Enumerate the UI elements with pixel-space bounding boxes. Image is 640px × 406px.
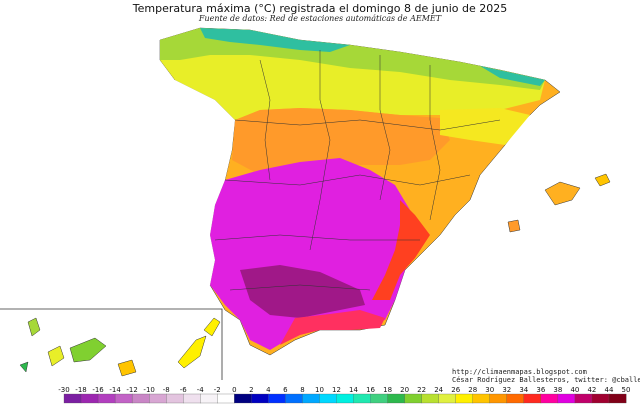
legend-swatch — [149, 393, 167, 404]
region-south-hot — [240, 265, 365, 318]
legend-tick-label: -16 — [92, 386, 104, 394]
legend-swatch — [574, 393, 593, 404]
legend-swatch — [404, 393, 423, 404]
legend-swatch — [472, 393, 491, 404]
legend-tick-label: -6 — [180, 386, 188, 394]
legend-swatch — [319, 393, 337, 404]
legend-tick-label: -10 — [143, 386, 154, 394]
legend-swatch — [608, 393, 627, 404]
legend-swatch — [97, 393, 116, 404]
map-source: Fuente de datos: Red de estaciones autom… — [198, 14, 442, 23]
legend-tick-label: 26 — [451, 386, 460, 394]
legend-tick-label: 2 — [249, 386, 253, 394]
region-south-coast — [280, 310, 385, 345]
legend-tick-label: 6 — [283, 386, 288, 394]
legend-tick-label: -8 — [163, 386, 170, 394]
legend-swatch — [183, 393, 201, 404]
legend-tick-label: 14 — [349, 386, 358, 394]
legend-tick-label: 16 — [366, 386, 375, 394]
legend-tick-label: 18 — [383, 386, 392, 394]
region-central-orange — [232, 108, 450, 175]
legend-tick-label: 34 — [519, 386, 528, 394]
legend-swatch — [114, 393, 133, 404]
legend-tick-label: 36 — [536, 386, 545, 394]
canary-islands — [19, 317, 221, 377]
legend-swatch — [166, 393, 184, 404]
legend-tick-label: 40 — [570, 386, 579, 394]
legend-tick-label: 28 — [468, 386, 477, 394]
legend-swatch — [387, 393, 406, 404]
legend-swatch — [591, 393, 610, 404]
legend-swatch — [370, 393, 389, 404]
legend-tick-label: -18 — [75, 386, 86, 394]
legend-tick-label: 0 — [232, 386, 236, 394]
legend-swatch — [353, 393, 371, 404]
legend-swatch — [438, 393, 457, 404]
legend-tick-label: 38 — [553, 386, 562, 394]
legend-swatch — [217, 393, 235, 404]
legend-tick-label: -4 — [197, 386, 205, 394]
legend-swatch — [523, 393, 542, 404]
legend-swatch — [421, 393, 440, 404]
legend-swatch — [540, 393, 559, 404]
legend-swatch — [336, 393, 354, 404]
region-southeast-red — [372, 200, 430, 300]
portugal-area — [175, 80, 235, 285]
legend-tick-label: 20 — [400, 386, 409, 394]
legend-tick-label: 42 — [587, 386, 596, 394]
legend-swatch — [455, 393, 474, 404]
legend-swatch — [251, 393, 269, 404]
region-ebro-yellow — [440, 108, 530, 145]
legend-swatch — [557, 393, 576, 404]
legend-tick-label: 22 — [417, 386, 426, 394]
legend-swatch — [302, 393, 320, 404]
map-title: Temperatura máxima (°C) registrada el do… — [132, 2, 508, 15]
legend-tick-label: 44 — [605, 386, 614, 394]
legend-tick-label: 32 — [502, 386, 511, 394]
legend-tick-label: -30 — [58, 386, 69, 394]
credit-author: César Rodríguez Ballesteros, twitter: @c… — [452, 376, 640, 384]
legend-tick-label: -2 — [214, 386, 221, 394]
legend-tick-label: 10 — [315, 386, 324, 394]
region-north-coast — [200, 28, 545, 86]
legend-tick-label: -14 — [109, 386, 121, 394]
province-borders — [214, 50, 501, 291]
legend-tick-label: 8 — [300, 386, 304, 394]
legend-swatch — [234, 393, 252, 404]
canary-inset-frame — [0, 308, 223, 380]
legend-swatch — [63, 393, 82, 404]
legend-swatch — [80, 393, 99, 404]
legend-swatch — [200, 393, 218, 404]
legend-tick-label: 12 — [332, 386, 341, 394]
legend-swatch — [268, 393, 286, 404]
credit-url[interactable]: http://climaenmapas.blogspot.com — [452, 368, 587, 376]
legend-swatch — [285, 393, 303, 404]
legend-tick-label: 30 — [485, 386, 494, 394]
balearic-islands — [507, 173, 611, 233]
legend-tick-label: 24 — [434, 386, 443, 394]
legend-swatch — [506, 393, 525, 404]
legend-swatch — [489, 393, 508, 404]
legend-swatch — [131, 393, 150, 404]
legend-tick-label: 4 — [266, 386, 271, 394]
legend-tick-label: -12 — [126, 386, 137, 394]
legend-tick-label: 50 — [622, 386, 631, 394]
